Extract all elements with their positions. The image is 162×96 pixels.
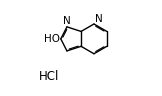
Text: N: N [95,14,103,24]
Text: HO: HO [44,34,60,44]
Text: HCl: HCl [39,70,59,83]
Text: N: N [63,16,71,26]
